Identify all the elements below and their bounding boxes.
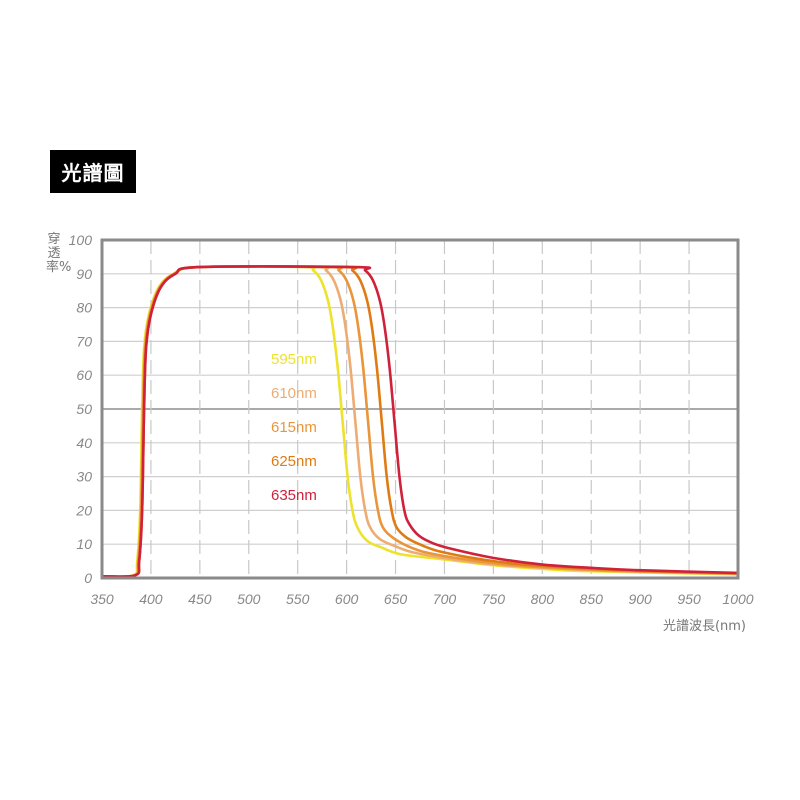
- legend-entry: 625nm: [271, 453, 317, 470]
- x-tick-label: 1000: [722, 591, 753, 607]
- x-tick-label: 450: [188, 591, 212, 607]
- y-tick-label: 60: [76, 367, 92, 383]
- ticks: 0 10 20 30 40 50 60 70 80 90 100 350 400 450 500 550 600…: [69, 232, 754, 607]
- legend-entry: 615nm: [271, 419, 317, 436]
- x-tick-label: 600: [335, 591, 359, 607]
- y-tick-label: 0: [84, 570, 92, 586]
- x-tick-label: 350: [90, 591, 114, 607]
- legend-entry: 595nm: [271, 351, 317, 368]
- series-line-610nm: [101, 265, 739, 578]
- x-tick-label: 400: [139, 591, 163, 607]
- y-tick-label: 20: [75, 502, 92, 518]
- series-line-595nm: [101, 265, 739, 578]
- grid: [102, 240, 738, 578]
- x-tick-label: 750: [482, 591, 506, 607]
- series-line-635nm: [101, 265, 739, 578]
- x-tick-label: 550: [286, 591, 310, 607]
- x-tick-label: 900: [628, 591, 652, 607]
- series-line-615nm: [101, 265, 739, 578]
- legend-entry: 635nm: [271, 487, 317, 504]
- curves: [101, 265, 739, 578]
- series-line-625nm: [101, 265, 739, 578]
- x-tick-label: 950: [677, 591, 701, 607]
- y-tick-label: 10: [76, 536, 92, 552]
- x-tick-label: 700: [433, 591, 457, 607]
- legend: 595nm 610nm 615nm 625nm 635nm: [271, 351, 317, 504]
- chart-title: 光譜圖: [50, 150, 136, 193]
- x-tick-label: 500: [237, 591, 261, 607]
- x-tick-label: 850: [580, 591, 604, 607]
- y-tick-label: 70: [76, 333, 92, 349]
- y-tick-label: 50: [76, 401, 92, 417]
- plot-frame: [100, 238, 740, 580]
- y-tick-label: 100: [69, 232, 93, 248]
- legend-entry: 610nm: [271, 385, 317, 402]
- x-tick-label: 800: [531, 591, 555, 607]
- y-tick-label: 40: [76, 435, 92, 451]
- x-axis-label: 光譜波長(nm): [662, 619, 746, 634]
- y-tick-label: 80: [76, 300, 92, 316]
- y-tick-label: 90: [76, 266, 92, 282]
- y-tick-label: 30: [76, 469, 92, 485]
- x-tick-label: 650: [384, 591, 408, 607]
